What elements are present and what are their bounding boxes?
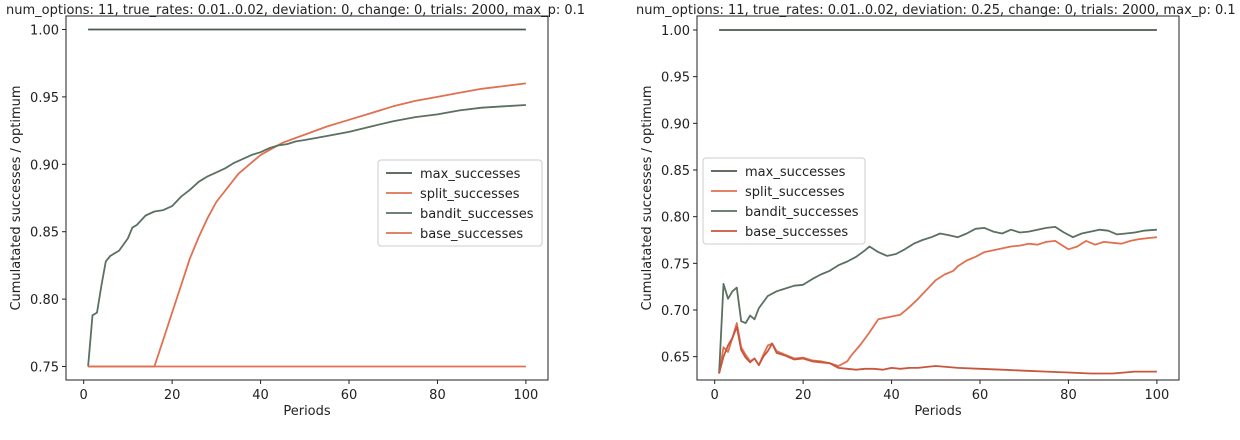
y-tick-label: 0.95 [30,91,59,106]
legend: max_successes split_successes bandit_succe… [377,159,543,247]
x-tick-label: 100 [513,388,538,403]
series-group [718,29,1157,375]
plot-frame [65,15,549,381]
y-tick-label: 0.95 [661,71,690,86]
y-tick-label: 0.90 [661,117,690,132]
chart-left: num_options: 11, true_rates: 0.01..0.02,… [6,3,585,419]
legend-label-split-successes: split_successes [745,185,845,200]
x-tick-label: 0 [711,388,719,403]
legend-label-base-successes: base_successes [745,225,848,240]
x-axis-label: Periods [283,404,331,419]
series-line-split-successes [88,82,527,368]
y-tick-label: 1.00 [30,23,59,38]
series-line-split-successes [718,236,1157,374]
x-tick-label: 60 [341,388,358,403]
legend-box [377,159,543,247]
series-line-base-successes [718,325,1157,375]
y-tick-label: 0.70 [661,304,690,319]
series-group [87,28,527,368]
legend-label-bandit-successes: bandit_successes [745,205,859,220]
x-tick-label: 20 [164,388,181,403]
plot-frame [696,15,1180,381]
series-line-bandit-successes [87,104,526,367]
x-tick-label: 80 [1060,388,1077,403]
legend-label-max-successes: max_successes [745,165,846,180]
y-tick-label: 0.90 [30,158,59,173]
legend-label-split-successes: split_successes [420,187,520,202]
legend: max_successes split_successes bandit_succe… [702,157,866,245]
x-tick-label: 60 [972,388,989,403]
x-tick-label: 80 [429,388,446,403]
legend-label-max-successes: max_successes [420,167,521,182]
x-tick-label: 100 [1144,388,1169,403]
chart-title: num_options: 11, true_rates: 0.01..0.02,… [6,3,585,18]
x-axis-label: Periods [914,404,962,419]
x-tick-label: 40 [252,388,269,403]
x-tick-label: 20 [795,388,812,403]
legend-box [702,157,866,245]
x-tick-label: 40 [883,388,900,403]
y-tick-label: 0.80 [30,293,59,308]
chart-title: num_options: 11, true_rates: 0.01..0.02,… [636,3,1236,18]
y-tick-label: 0.85 [30,226,59,241]
x-tick-label: 0 [80,388,88,403]
series-line-bandit-successes [718,225,1157,374]
y-tick-label: 0.85 [661,164,690,179]
y-axis-label: Cumulatated successes / optimum [9,85,24,310]
y-tick-label: 1.00 [661,24,690,39]
y-tick-label: 0.65 [661,351,690,366]
legend-label-bandit-successes: bandit_successes [420,207,534,222]
y-tick-label: 0.75 [30,361,59,376]
y-tick-label: 0.75 [661,257,690,272]
y-tick-label: 0.80 [661,211,690,226]
y-axis-label: Cumulatated successes / optimum [640,85,655,310]
legend-label-base-successes: base_successes [420,227,523,242]
chart-right: num_options: 11, true_rates: 0.01..0.02,… [636,3,1236,419]
